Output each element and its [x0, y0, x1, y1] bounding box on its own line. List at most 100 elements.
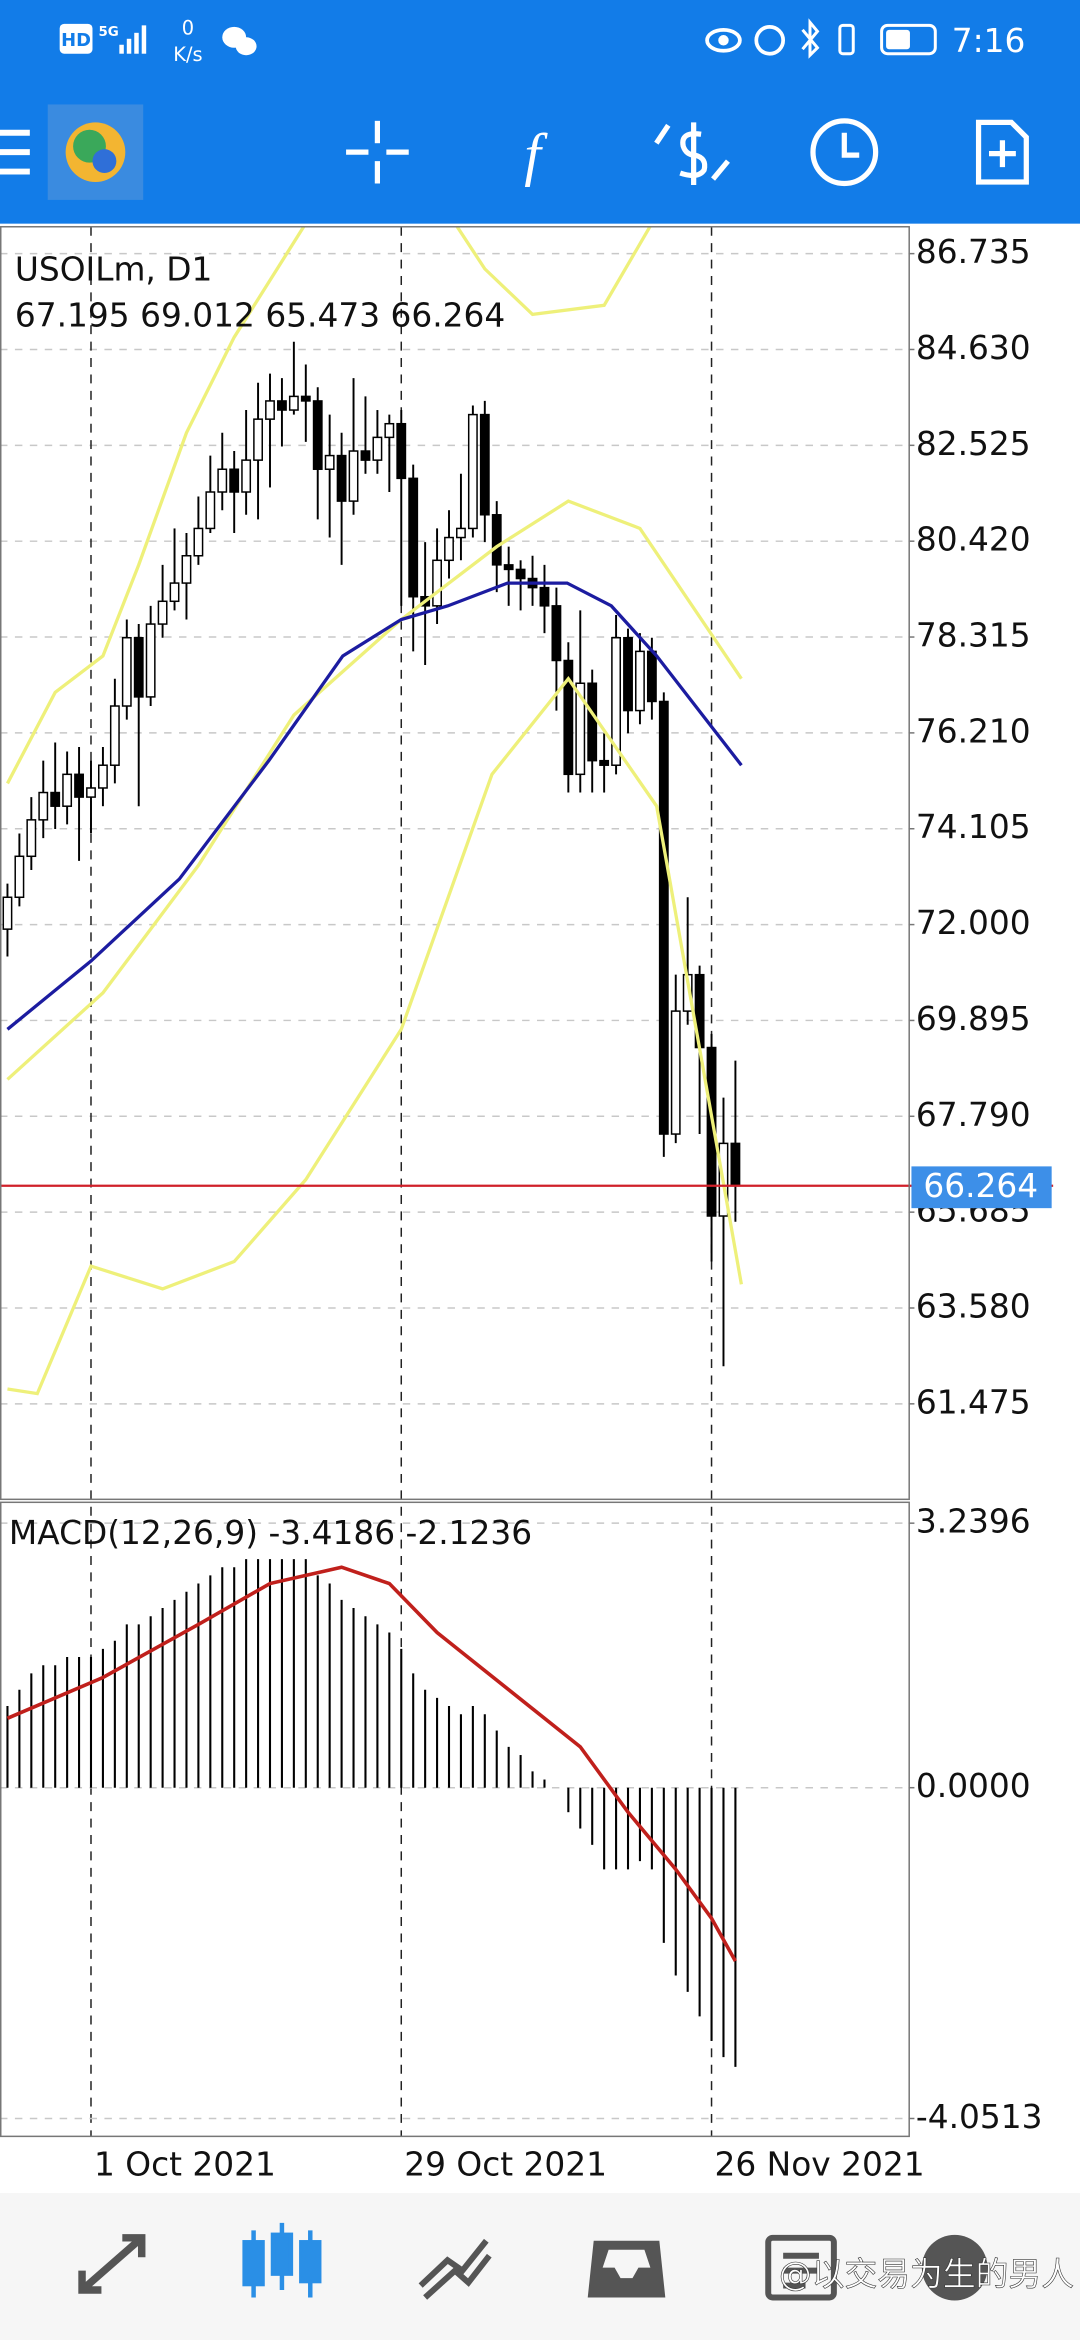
eye-icon: [718, 35, 729, 46]
status-bar: HD 5G 0 K/s 7:16: [59, 16, 1025, 66]
speed-unit: K/s: [173, 43, 202, 66]
wechat-icon: [235, 37, 257, 56]
candle-body: [515, 568, 526, 580]
candle-body: [300, 395, 311, 402]
candle-body: [551, 605, 562, 662]
alarm-icon: [754, 24, 786, 56]
ohlc-readout: 67.195 69.012 65.473 66.264: [15, 297, 505, 335]
x-tick-label: 26 Nov 2021: [715, 2146, 925, 2184]
candle-body: [324, 454, 335, 470]
candle-body: [348, 450, 359, 502]
y-tick-label: 67.790: [916, 1096, 1031, 1134]
mt4-logo: [92, 149, 117, 174]
candle-body: [432, 559, 442, 607]
candle-body: [384, 422, 395, 439]
candle-body: [491, 514, 502, 566]
news-tab[interactable]: [765, 2234, 837, 2301]
watermark: @以交易为生的男人: [779, 2256, 1074, 2294]
candle-body: [623, 636, 633, 712]
candle-body: [193, 527, 204, 557]
signal-bar: [141, 25, 147, 54]
candle-body: [658, 700, 669, 1135]
macd-main-readout: -3.4186: [268, 1514, 395, 1552]
y-tick-label: 63.580: [916, 1287, 1031, 1325]
toolbar: f: [0, 104, 1029, 200]
candle-body: [563, 659, 574, 776]
candle-body: [169, 582, 180, 603]
x-tick-label: 1 Oct 2021: [94, 2146, 276, 2184]
chart-background: [0, 223, 1080, 2194]
new-order-button[interactable]: [975, 119, 1029, 185]
candle-body: [50, 791, 61, 807]
y-tick-label: 3.2396: [916, 1503, 1031, 1541]
candle-body: [133, 636, 144, 698]
close-readout: 66.264: [391, 297, 506, 335]
vibrate-icon: [838, 23, 855, 56]
trade-tab[interactable]: [418, 2238, 492, 2300]
bottom-nav: [0, 2193, 1080, 2340]
candle-body: [587, 682, 598, 762]
price-label: 66.264: [923, 1167, 1038, 1205]
history-tab[interactable]: [587, 2240, 666, 2298]
candle-body: [98, 764, 108, 789]
hd-text: HD: [61, 30, 91, 51]
candle-body: [86, 787, 96, 798]
hd-badge: [59, 23, 93, 54]
high-readout: 69.012: [140, 297, 255, 335]
candle-body: [611, 636, 622, 766]
candle-body: [74, 773, 84, 798]
signal-bar: [134, 32, 139, 54]
candle-body: [205, 491, 216, 530]
candle-body: [181, 555, 192, 584]
y-tick-label: 69.895: [916, 1000, 1031, 1038]
candle-body: [635, 650, 645, 712]
price-label-box: [911, 1166, 1052, 1209]
app-header: [0, 0, 1080, 224]
candle-body: [479, 413, 490, 516]
macd: [6, 1559, 737, 2067]
battery-level: [886, 29, 910, 50]
y-tick-label: 86.735: [916, 233, 1031, 271]
candle-body: [467, 413, 478, 530]
candle-body: [503, 564, 514, 571]
y-tick-label: -4.0513: [916, 2098, 1043, 2136]
speed-value: 0: [182, 16, 194, 39]
low-readout: 65.473: [265, 297, 380, 335]
signal-bar: [126, 38, 132, 54]
network-text: 5G: [98, 25, 118, 40]
candle-body: [26, 819, 37, 858]
candle-body: [288, 395, 299, 411]
y-tick-label: 76.210: [916, 712, 1031, 750]
signal-bar: [119, 44, 124, 54]
crosshair-button[interactable]: [346, 120, 409, 184]
candle-body: [312, 400, 323, 470]
candle-body: [109, 705, 120, 766]
y-tick-label: 72.000: [916, 904, 1031, 942]
y-tick-label: 74.105: [916, 808, 1031, 846]
candle-body: [575, 682, 586, 776]
candle-body: [408, 477, 419, 598]
y-tick-label: 78.315: [916, 617, 1031, 655]
macd-readout: MACD(12,26,9) -3.4186 -2.1236: [9, 1514, 532, 1552]
candle-body: [599, 759, 610, 766]
trade-button[interactable]: [654, 122, 730, 185]
chart-tab[interactable]: [242, 2222, 322, 2298]
candle-body: [121, 636, 132, 707]
macd-title: MACD(12,26,9): [9, 1514, 258, 1552]
chat-tab[interactable]: [921, 2234, 988, 2301]
candle-body: [265, 400, 275, 420]
candle-body: [38, 791, 49, 821]
y-tick-label: 61.475: [916, 1383, 1031, 1421]
candle-body: [730, 1142, 741, 1187]
y-tick-label: 80.420: [916, 521, 1031, 559]
quotes-tab[interactable]: [78, 2234, 146, 2294]
symbol-title: USOILm, D1: [15, 250, 213, 288]
eye-icon: [705, 27, 742, 53]
macd-panel-frame: [0, 1501, 910, 2138]
history-button[interactable]: [810, 118, 879, 187]
candle-body: [396, 422, 407, 480]
menu-button[interactable]: [0, 129, 30, 175]
bluetooth-icon: [801, 18, 820, 59]
y-tick-label: 84.630: [916, 329, 1031, 367]
